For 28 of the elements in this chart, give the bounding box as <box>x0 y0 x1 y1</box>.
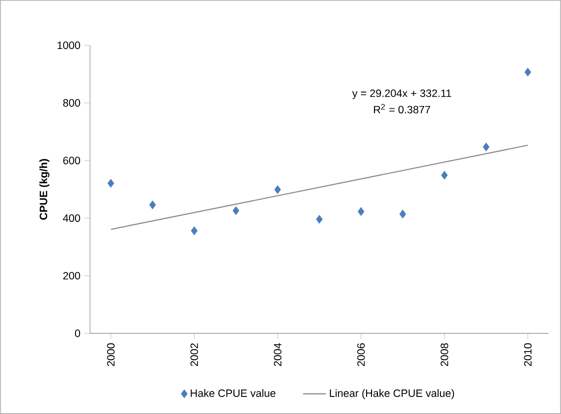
y-axis-title: CPUE (kg/h) <box>39 159 50 220</box>
y-tick-label: 0 <box>74 330 80 338</box>
x-tick-label: 2002 <box>190 343 198 366</box>
x-tick-label: 2004 <box>274 343 282 366</box>
y-tick-label: 200 <box>63 272 80 280</box>
point <box>316 215 323 224</box>
y-tick-label: 1000 <box>58 42 80 50</box>
y-tick-label: 600 <box>63 156 80 164</box>
point <box>441 170 448 180</box>
x-tick-label: 2000 <box>107 343 115 366</box>
y-tick-label: 800 <box>63 99 80 107</box>
point <box>358 207 364 216</box>
x-tick-label: 2006 <box>357 343 365 366</box>
point <box>108 179 114 188</box>
point <box>190 226 198 236</box>
annotation: y = 29.204x + 332.11 <box>352 89 452 100</box>
point <box>482 142 490 152</box>
point <box>149 200 156 210</box>
point <box>274 185 281 194</box>
x-tick-label: 2008 <box>440 343 448 366</box>
annotation: R$^{2}$ = 0.3877 <box>374 104 430 114</box>
y-tick-label: 400 <box>62 214 80 222</box>
point <box>232 206 240 215</box>
legend-label: Hake CPUE value <box>190 389 276 397</box>
point <box>399 210 406 218</box>
point <box>524 68 532 76</box>
legend-label: Linear (Hake CPUE value) <box>330 389 454 400</box>
x-tick-label: 2010 <box>524 343 532 366</box>
